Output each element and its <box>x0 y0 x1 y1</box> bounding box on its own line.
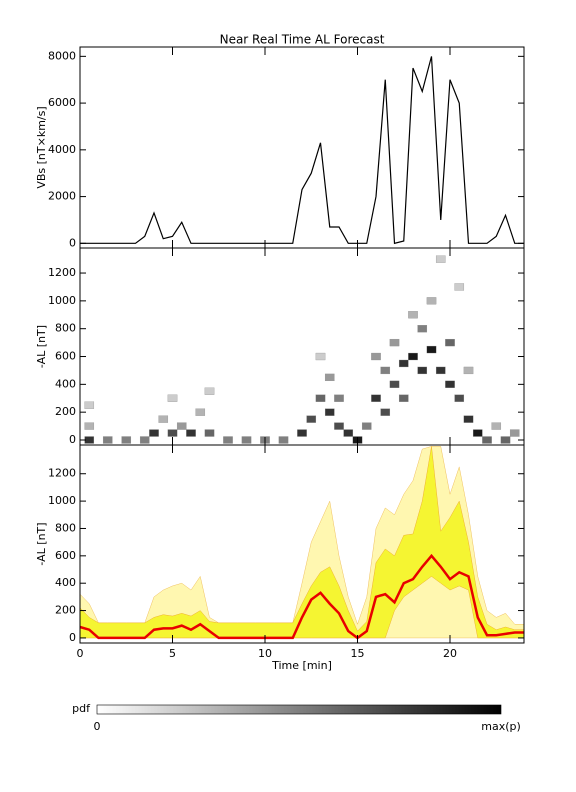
colorbar-min: 0 <box>94 720 101 733</box>
heat-cell <box>417 325 428 333</box>
heat-cell <box>454 394 465 402</box>
median-line <box>79 553 524 640</box>
heat-cell <box>84 436 95 444</box>
x-tick-label: 10 <box>258 647 272 660</box>
y-tick-label: 4000 <box>48 143 76 156</box>
y-tick-label: 200 <box>55 405 76 418</box>
heat-cell <box>463 415 474 423</box>
heat-cell <box>139 436 150 444</box>
heat-cell <box>297 429 307 437</box>
y-tick-label: 1200 <box>48 467 76 480</box>
heat-cell <box>334 422 344 430</box>
y-tick-label: 8000 <box>48 49 76 62</box>
plot-frame <box>79 444 525 644</box>
heat-cell <box>491 422 502 430</box>
y-tick-label: 200 <box>55 604 76 617</box>
heat-cell <box>195 408 206 416</box>
heat-cell <box>435 255 446 263</box>
heat-cell <box>121 436 132 444</box>
heat-cell <box>149 429 159 437</box>
heat-cell <box>482 436 492 444</box>
heat-cell <box>176 422 187 430</box>
heat-cell <box>408 352 418 361</box>
heat-cell <box>408 311 418 319</box>
heat-cell <box>435 366 446 375</box>
x-tick-label: 5 <box>169 647 176 660</box>
y-tick-label: 800 <box>55 322 76 335</box>
heat-cell <box>186 429 196 437</box>
y-axis-label: -AL [nT] <box>35 325 48 368</box>
heat-cell <box>417 366 428 375</box>
data-line <box>80 56 524 245</box>
heat-cell <box>306 415 317 423</box>
heat-cell <box>463 366 474 375</box>
heat-cell <box>84 401 95 409</box>
y-tick-label: 6000 <box>48 96 76 109</box>
heat-cell <box>380 366 391 375</box>
heat-cell <box>102 436 113 444</box>
colorbar <box>96 704 502 715</box>
heat-cell <box>204 387 215 395</box>
heat-cell <box>398 394 409 402</box>
heat-cell <box>426 345 437 354</box>
y-tick-label: 600 <box>55 350 76 363</box>
heat-cell <box>315 352 326 361</box>
colorbar-max: max(p) <box>481 720 521 733</box>
heat-cell <box>158 415 169 423</box>
heat-cell <box>398 359 409 368</box>
y-tick-label: 2000 <box>48 190 76 203</box>
heat-cell <box>167 394 178 402</box>
y-tick-label: 600 <box>55 549 76 562</box>
x-tick-label: 15 <box>351 647 365 660</box>
y-axis-label: VBs [nT×km/s] <box>35 106 48 188</box>
heat-cell <box>500 436 511 444</box>
heat-cell <box>204 429 215 437</box>
heat-cell <box>167 429 178 437</box>
heat-cell <box>445 380 455 388</box>
heat-cell <box>426 297 437 305</box>
y-tick-label: 0 <box>69 236 76 249</box>
x-axis-label: Time [min] <box>271 659 332 672</box>
plot-frame <box>79 247 525 446</box>
heat-cell <box>445 338 455 347</box>
y-tick-label: 1000 <box>48 494 76 507</box>
y-tick-label: 400 <box>55 377 76 390</box>
y-tick-label: 400 <box>55 576 76 589</box>
heat-cell <box>223 436 233 444</box>
y-tick-label: 0 <box>69 433 76 446</box>
heat-cell <box>509 429 520 437</box>
chart-title: Near Real Time AL Forecast <box>220 33 385 47</box>
y-tick-label: 1000 <box>48 294 76 307</box>
heat-cell <box>334 394 344 402</box>
heat-cell <box>315 394 326 402</box>
heat-cell <box>371 394 381 402</box>
plot-frame <box>79 46 525 249</box>
heat-cell <box>241 436 252 444</box>
heat-cell <box>389 338 400 347</box>
y-tick-label: 1200 <box>48 266 76 279</box>
heat-cell <box>389 380 400 388</box>
colorbar-label: pdf <box>72 702 91 715</box>
heat-cell <box>472 429 483 437</box>
heat-cell <box>84 422 95 430</box>
x-tick-label: 20 <box>443 647 457 660</box>
y-axis-label: -AL [nT] <box>35 522 48 565</box>
heat-cell <box>361 422 372 430</box>
heat-cell <box>454 283 465 291</box>
heat-cell <box>343 429 354 437</box>
heat-cell <box>380 408 391 416</box>
heat-cell <box>324 408 335 416</box>
heat-cell <box>324 373 335 382</box>
x-tick-label: 0 <box>77 647 84 660</box>
y-tick-label: 800 <box>55 521 76 534</box>
y-tick-label: 0 <box>69 631 76 644</box>
heat-cell <box>371 352 381 361</box>
heat-cell <box>278 436 289 444</box>
